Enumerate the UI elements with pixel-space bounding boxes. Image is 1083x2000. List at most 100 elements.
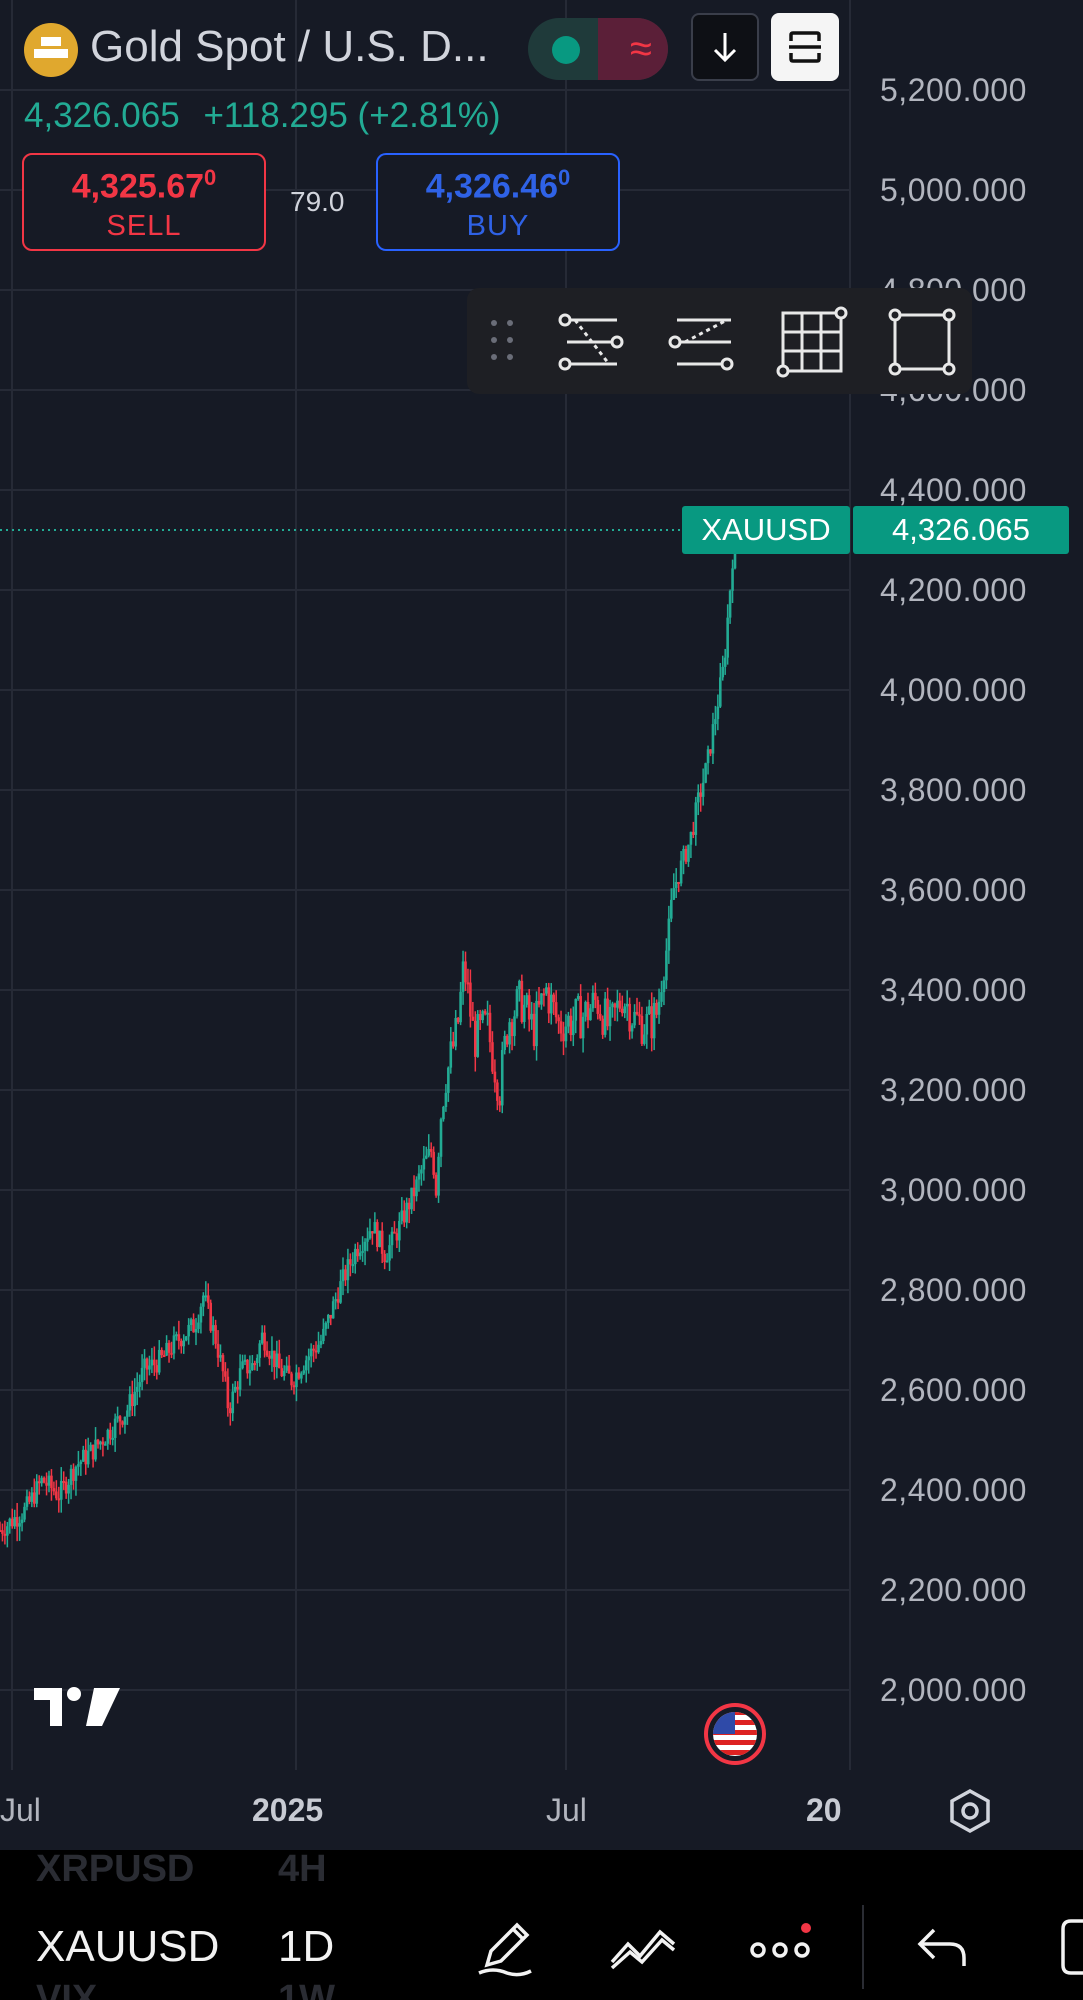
y-axis-tick-label: 2,200.000 bbox=[880, 1572, 1027, 1608]
candle-body bbox=[706, 749, 710, 764]
candle-body bbox=[229, 1408, 232, 1414]
candle-body bbox=[508, 1022, 511, 1045]
candle-body bbox=[349, 1259, 352, 1265]
candle-body bbox=[157, 1349, 161, 1373]
candle-body bbox=[233, 1386, 237, 1392]
candle-body bbox=[515, 989, 519, 1017]
candle-body bbox=[523, 1004, 526, 1022]
layout-icon[interactable] bbox=[1042, 1912, 1083, 1982]
candle-body bbox=[574, 998, 578, 1021]
candle-body bbox=[118, 1416, 122, 1422]
candle-body bbox=[410, 1187, 413, 1210]
candle-body bbox=[643, 1034, 646, 1044]
candle-body bbox=[689, 831, 693, 845]
candle-body bbox=[498, 1100, 502, 1106]
drawing-toolbar bbox=[467, 288, 972, 394]
approx-wave-icon: ≈ bbox=[630, 27, 652, 71]
candle-body bbox=[72, 1468, 75, 1481]
candle-body bbox=[719, 677, 722, 707]
candle-body bbox=[265, 1350, 269, 1356]
candle-body bbox=[13, 1517, 16, 1527]
pitchfork-icon[interactable] bbox=[552, 302, 632, 382]
candle-body bbox=[628, 1003, 631, 1032]
rectangle-icon[interactable] bbox=[882, 302, 962, 382]
candle-body bbox=[491, 1042, 494, 1072]
candle-body bbox=[687, 844, 690, 862]
candle-body bbox=[650, 1006, 653, 1039]
candle-body bbox=[510, 1022, 514, 1037]
candle-body bbox=[3, 1533, 7, 1536]
timeframe-prev[interactable]: 4H bbox=[278, 1850, 327, 1890]
gann-grid-icon[interactable] bbox=[772, 302, 852, 382]
candle-body bbox=[6, 1526, 9, 1536]
candle-body bbox=[471, 1016, 475, 1021]
more-icon[interactable] bbox=[746, 1912, 816, 1982]
download-button[interactable] bbox=[691, 13, 759, 81]
candle-body bbox=[696, 792, 700, 803]
candle-body bbox=[412, 1187, 416, 1197]
candle-body bbox=[189, 1319, 193, 1325]
candle-body bbox=[177, 1334, 181, 1341]
candle-body bbox=[442, 1106, 445, 1120]
y-axis-tick-label: 3,800.000 bbox=[880, 772, 1027, 808]
market-status-pill[interactable]: ≈ bbox=[528, 18, 668, 80]
candle-body bbox=[255, 1357, 259, 1364]
candle-body bbox=[395, 1233, 399, 1241]
undo-icon[interactable] bbox=[908, 1912, 978, 1982]
indicators-icon[interactable] bbox=[608, 1912, 678, 1982]
candle-body bbox=[331, 1301, 335, 1319]
timeframe-selector[interactable]: 1D bbox=[278, 1922, 335, 1971]
symbol-title[interactable]: Gold Spot / U.S. D... bbox=[90, 22, 489, 71]
last-price-tag: 4,326.065 bbox=[853, 506, 1069, 554]
candle-body bbox=[33, 1492, 36, 1504]
x-axis-tick-label: 2025 bbox=[252, 1792, 324, 1828]
y-axis-tick-label: 4,000.000 bbox=[880, 672, 1027, 708]
symbol-selector[interactable]: XAUUSD bbox=[36, 1922, 220, 1971]
candle-body bbox=[165, 1342, 168, 1356]
candle-body bbox=[557, 1017, 560, 1022]
candle-body bbox=[356, 1248, 359, 1257]
symbol-next[interactable]: VIX bbox=[36, 1978, 98, 2000]
candle-body bbox=[432, 1151, 435, 1175]
candle-body bbox=[273, 1350, 276, 1368]
candle-body bbox=[319, 1341, 323, 1345]
timeframe-next[interactable]: 1W bbox=[278, 1978, 335, 2000]
candle-body bbox=[113, 1418, 117, 1438]
candle-body bbox=[361, 1250, 364, 1253]
candle-body bbox=[444, 1092, 448, 1107]
candle-body bbox=[116, 1416, 119, 1419]
sell-price: 4,325.67 bbox=[71, 167, 205, 206]
candle-body bbox=[674, 882, 678, 889]
gold-bars-icon bbox=[24, 23, 78, 77]
candle-body bbox=[407, 1202, 411, 1210]
candle-body bbox=[562, 1033, 565, 1042]
us-economic-event-icon[interactable] bbox=[703, 1702, 767, 1766]
candle-body bbox=[456, 1017, 460, 1023]
candle-body bbox=[493, 1071, 497, 1083]
candle-body bbox=[302, 1370, 306, 1374]
candle-body bbox=[549, 994, 553, 1014]
candle-body bbox=[241, 1361, 244, 1369]
candle-body bbox=[231, 1391, 235, 1414]
chart-settings-button[interactable] bbox=[945, 1786, 995, 1836]
candle-body bbox=[322, 1328, 325, 1342]
candle-body bbox=[439, 1119, 443, 1157]
symbol-prev[interactable]: XRPUSD bbox=[36, 1850, 195, 1890]
parallel-channel-icon[interactable] bbox=[662, 302, 742, 382]
sell-button[interactable]: 4,325.670 SELL bbox=[22, 153, 266, 251]
candle-body bbox=[405, 1202, 408, 1223]
candle-body bbox=[300, 1373, 303, 1379]
pencil-icon[interactable] bbox=[470, 1912, 540, 1982]
candle-body bbox=[454, 1017, 457, 1047]
candle-body bbox=[42, 1477, 46, 1483]
fullscreen-button[interactable] bbox=[771, 13, 839, 81]
candle-body bbox=[280, 1368, 284, 1377]
tradingview-logo[interactable] bbox=[32, 1684, 124, 1730]
candle-body bbox=[373, 1222, 377, 1234]
candle-body bbox=[290, 1373, 293, 1386]
candle-body bbox=[89, 1444, 92, 1451]
candle-body bbox=[84, 1449, 88, 1465]
buy-button[interactable]: 4,326.460 BUY bbox=[376, 153, 620, 251]
candle-body bbox=[429, 1149, 433, 1152]
drag-handle-icon[interactable] bbox=[489, 318, 519, 364]
